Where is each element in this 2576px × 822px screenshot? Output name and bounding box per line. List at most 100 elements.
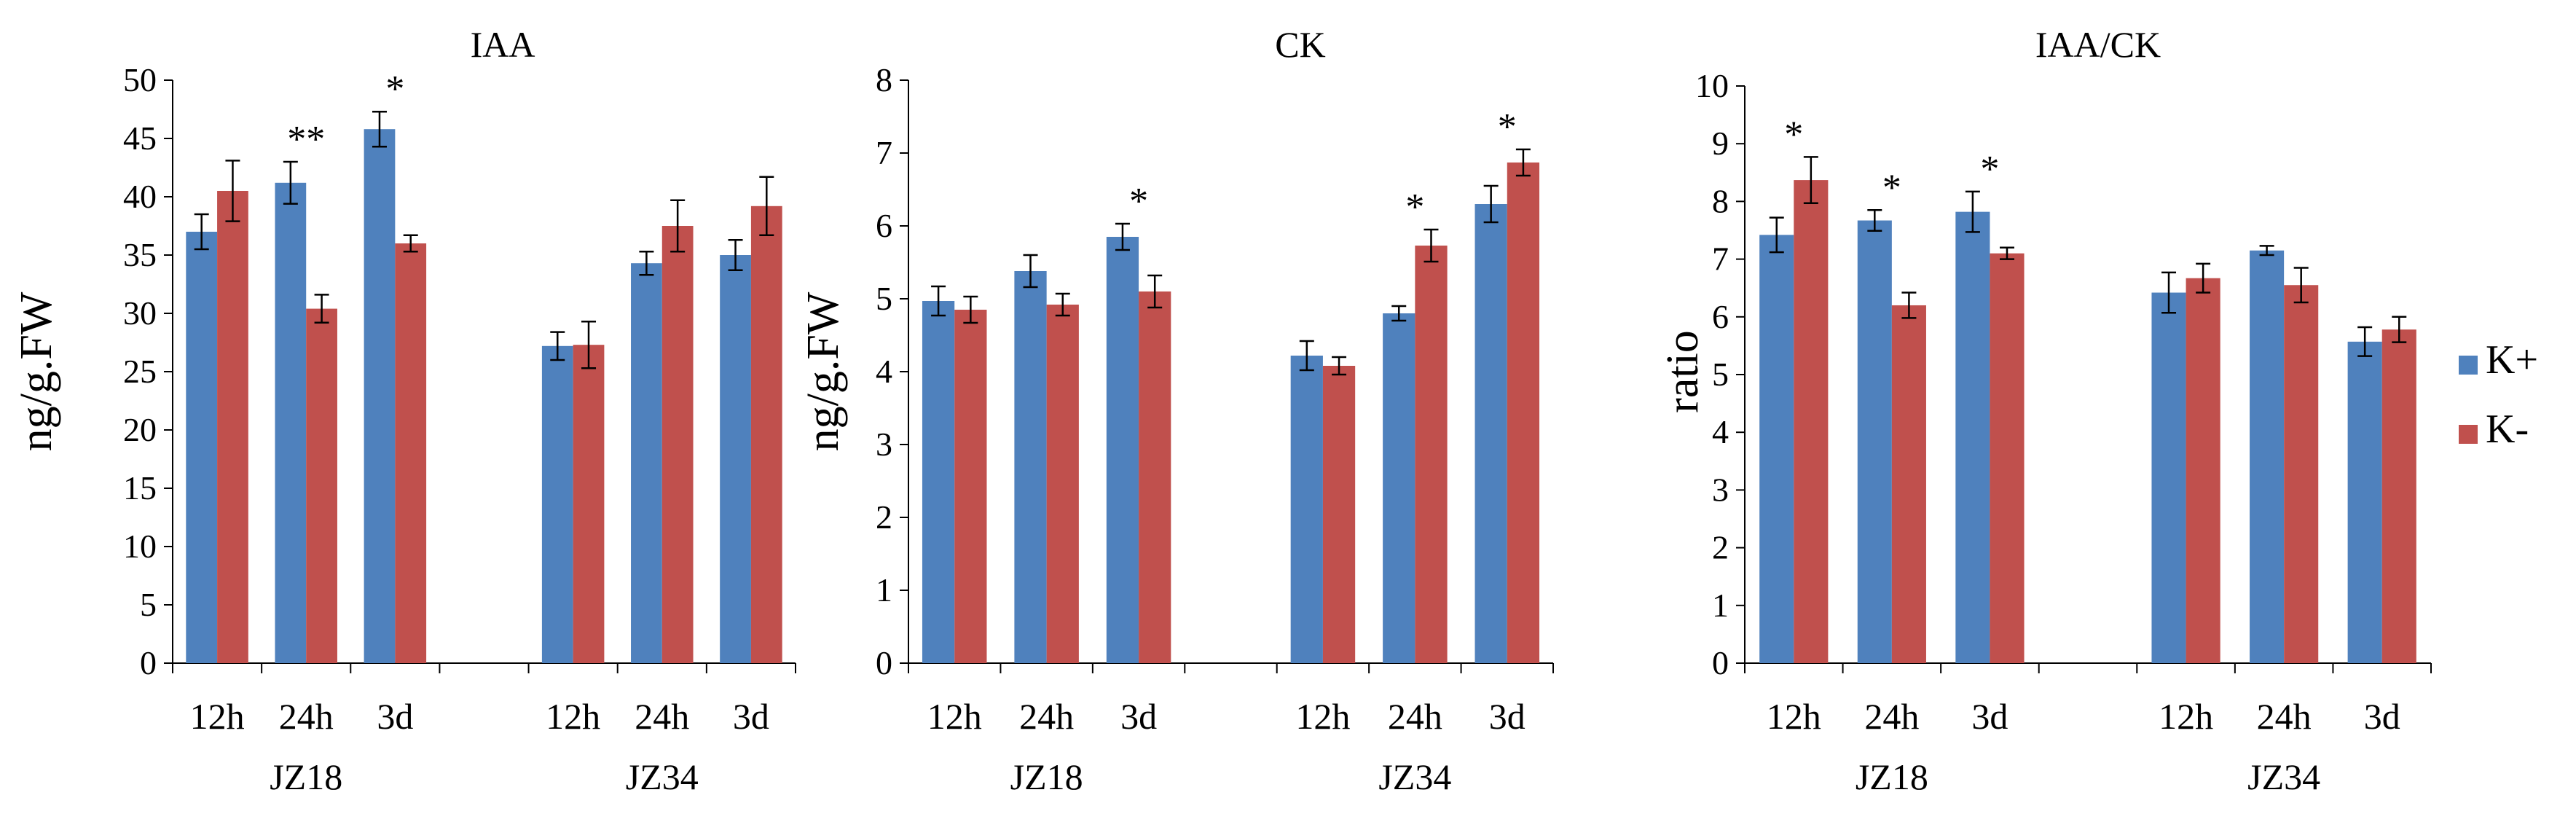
legend-swatch [2459, 356, 2478, 375]
bar-kminus [1990, 253, 2025, 663]
group-label: JZ18 [1010, 756, 1083, 797]
x-tick-label: 24h [2257, 696, 2312, 737]
y-tick-label: 0 [140, 644, 157, 681]
y-tick-label: 2 [1712, 529, 1729, 566]
group-label: JZ34 [626, 756, 699, 797]
y-tick-label: 35 [123, 236, 157, 273]
x-tick-label: 12h [1767, 696, 1821, 737]
significance-marker: * [1129, 181, 1148, 222]
group-label: JZ18 [270, 756, 342, 797]
y-tick-label: 7 [1712, 240, 1729, 278]
x-tick-label: 24h [635, 696, 689, 737]
bar-kplus [1106, 237, 1139, 663]
bar-kplus [1474, 204, 1507, 663]
x-tick-label: 12h [1295, 696, 1350, 737]
x-tick-label: 12h [190, 696, 245, 737]
bar-kminus [573, 345, 605, 663]
y-tick-label: 15 [123, 469, 157, 506]
x-tick-label: 24h [1019, 696, 1074, 737]
y-tick-label: 4 [876, 353, 892, 390]
bar-kminus [1794, 180, 1829, 663]
group-label: JZ34 [1378, 756, 1451, 797]
x-tick-label: 12h [546, 696, 600, 737]
bar-kplus [364, 129, 396, 663]
x-tick-label: 3d [1120, 696, 1157, 737]
y-tick-label: 30 [123, 294, 157, 332]
y-tick-label: 8 [1712, 182, 1729, 219]
bar-kplus [720, 255, 751, 663]
bar-kplus [631, 263, 662, 663]
y-tick-label: 10 [1695, 67, 1729, 104]
chart-panel-2: CK ng/g.FW 0 1 2 3 4 5 6 7 8 12h 24h 3d 12h 24h 3d JZ18 JZ… [798, 24, 1554, 797]
y-tick-label: 25 [123, 353, 157, 390]
bar-kminus [1139, 291, 1171, 663]
bar-kminus [2186, 278, 2220, 664]
y-tick-label: 50 [123, 61, 157, 98]
x-tick-label: 12h [927, 696, 982, 737]
y-tick-label: 0 [1712, 644, 1729, 681]
y-tick-label: 10 [123, 528, 157, 565]
significance-marker: * [1405, 187, 1424, 228]
significance-marker: * [1980, 149, 1999, 190]
bar-kminus [306, 308, 337, 663]
bar-kminus [1046, 305, 1079, 663]
bar-kminus [2284, 285, 2319, 663]
bar-kminus [1415, 246, 1448, 663]
bar-kplus [1290, 356, 1323, 663]
bar-kplus [1014, 271, 1047, 663]
significance-marker: ** [287, 119, 325, 160]
x-tick-label: 12h [2159, 696, 2213, 737]
bar-kplus [1759, 235, 1794, 663]
y-tick-label: 1 [876, 571, 892, 608]
chart-title: IAA/CK [2035, 24, 2161, 65]
legend-label: K+ [2486, 337, 2538, 383]
legend: K+ K- [2459, 337, 2538, 452]
x-tick-label: 24h [1388, 696, 1442, 737]
y-tick-label: 20 [123, 411, 157, 448]
legend-swatch [2459, 425, 2478, 444]
y-tick-label: 4 [1712, 413, 1729, 450]
significance-marker: * [385, 68, 404, 110]
bar-kplus [922, 301, 955, 663]
bar-kplus [2347, 341, 2382, 663]
bar-kplus [1383, 313, 1415, 663]
y-tick-label: 1 [1712, 587, 1729, 624]
y-tick-label: 7 [876, 134, 892, 171]
bar-kplus [541, 345, 573, 663]
chart-panel-1: IAA ng/g.FW 0 5 10 15 20 25 30 35 40 45 50 12h 24h 3d 12… [12, 24, 796, 797]
y-tick-label: 9 [1712, 125, 1729, 162]
bar-kminus [1322, 366, 1356, 663]
y-tick-label: 5 [140, 586, 157, 623]
bar-kplus [275, 182, 307, 664]
y-tick-label: 3 [876, 426, 892, 463]
y-axis-label: ng/g.FW [12, 291, 61, 451]
y-axis-label: ratio [1658, 330, 1708, 413]
bar-kminus [1507, 163, 1540, 663]
x-tick-label: 24h [1864, 696, 1919, 737]
x-tick-label: 3d [1971, 696, 2008, 737]
y-tick-label: 45 [123, 120, 157, 157]
significance-marker: * [1882, 167, 1901, 208]
y-tick-label: 40 [123, 178, 157, 215]
y-tick-label: 6 [1712, 298, 1729, 335]
y-tick-label: 6 [876, 207, 892, 244]
bar-kplus [1955, 211, 1990, 663]
x-tick-label: 3d [733, 696, 769, 737]
chart-title: IAA [471, 24, 535, 65]
legend-label: K- [2486, 407, 2529, 452]
y-tick-label: 8 [876, 61, 892, 98]
significance-marker: * [1498, 106, 1517, 148]
chart-panel-3: IAA/CK ratio 0 1 2 3 4 5 6 7 8 9 10 12h 24h 3d 12h 24h 3d J… [1658, 24, 2432, 797]
y-tick-label: 5 [876, 280, 892, 317]
y-tick-label: 5 [1712, 356, 1729, 393]
y-axis-label: ng/g.FW [798, 291, 848, 451]
bar-kminus [1891, 305, 1926, 663]
significance-marker: * [1784, 114, 1803, 155]
x-tick-label: 3d [1489, 696, 1525, 737]
bar-kplus [2250, 250, 2285, 664]
chart-title: CK [1275, 24, 1325, 65]
bar-kminus [954, 310, 987, 663]
group-label: JZ34 [2247, 756, 2320, 797]
bar-kminus [395, 243, 427, 663]
